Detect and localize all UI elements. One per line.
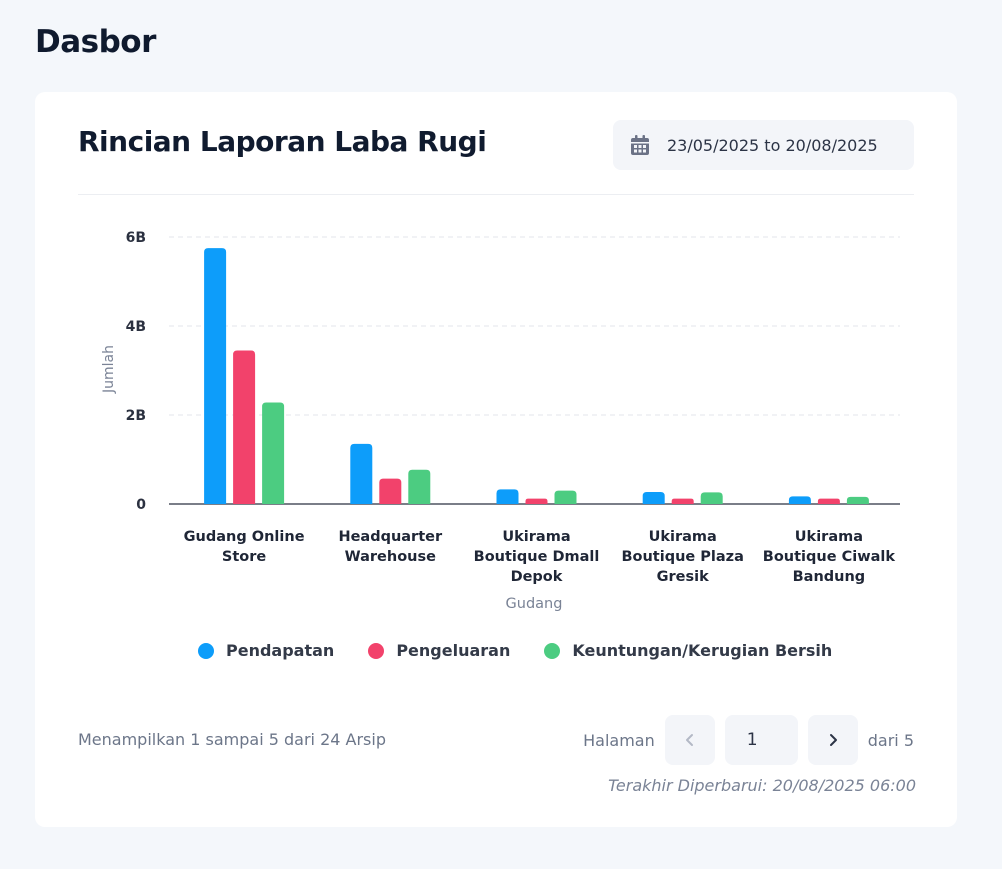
bar-chart: 0 2B 4B 6B Jumlah Gudang Online Store Headquart… — [101, 230, 900, 612]
legend-label: Pendapatan — [226, 641, 335, 660]
x-tick-label: Bandung — [793, 569, 866, 585]
page-title: Dasbor — [35, 24, 156, 60]
chart-legend: Pendapatan Pengeluaran Keuntungan/Kerugian… — [198, 641, 866, 660]
next-page-button[interactable] — [807, 715, 858, 765]
bar-pendapatan — [496, 489, 519, 504]
calendar-icon — [631, 135, 649, 155]
bar-keuntungan-kerugian-bersih — [408, 469, 431, 504]
bar-pengeluaran — [233, 350, 256, 504]
chevron-right-icon — [829, 734, 837, 746]
card-title: Rincian Laporan Laba Rugi — [78, 125, 487, 158]
x-tick-label: Gresik — [657, 569, 709, 585]
records-info: Menampilkan 1 sampai 5 dari 24 Arsip — [78, 730, 386, 749]
divider — [78, 194, 914, 195]
prev-page-button[interactable] — [664, 715, 715, 765]
legend-item[interactable]: Keuntungan/Kerugian Bersih — [544, 641, 832, 660]
bar-pengeluaran — [379, 478, 402, 504]
legend-item[interactable]: Pendapatan — [198, 641, 334, 660]
y-tick-label: 4B — [126, 319, 146, 335]
x-tick-label: Boutique Ciwalk — [763, 549, 896, 565]
x-tick-label: Boutique Dmall — [474, 549, 600, 565]
y-tick-label: 6B — [126, 230, 146, 246]
x-tick-label: Store — [222, 549, 266, 565]
bar-pengeluaran — [817, 498, 840, 504]
legend-dot — [198, 642, 214, 659]
legend-label: Keuntungan/Kerugian Bersih — [572, 641, 833, 660]
bar-pendapatan — [788, 496, 811, 504]
legend-label: Pengeluaran — [396, 641, 511, 660]
x-tick-label: Ukirama — [795, 529, 863, 545]
x-tick-label: Headquarter — [338, 529, 443, 545]
x-tick-label: Ukirama — [649, 529, 717, 545]
x-tick-label: Gudang Online — [184, 529, 305, 545]
date-range-picker[interactable]: 23/05/2025 to 20/08/2025 — [613, 120, 914, 170]
legend-dot — [544, 642, 561, 659]
x-tick-label: Depok — [511, 569, 563, 585]
x-tick-label: Warehouse — [345, 549, 436, 565]
x-axis-label: Gudang — [506, 596, 563, 612]
total-pages-label: dari 5 — [867, 730, 914, 750]
bar-pendapatan — [204, 248, 227, 504]
bar-keuntungan-kerugian-bersih — [700, 492, 723, 504]
legend-dot — [368, 642, 385, 659]
page-number-input[interactable] — [724, 715, 798, 765]
x-tick-label: Boutique Plaza — [621, 549, 743, 565]
pagination: Halaman dari 5 — [583, 715, 914, 765]
date-range-text: 23/05/2025 to 20/08/2025 — [667, 135, 878, 155]
x-tick-label: Ukirama — [502, 529, 570, 545]
bar-keuntungan-kerugian-bersih — [846, 496, 869, 504]
last-updated: Terakhir Diperbarui: 20/08/2025 06:00 — [608, 776, 916, 795]
profit-loss-card: Rincian Laporan Laba Rugi 23/05/2025 to … — [35, 92, 957, 827]
bar-pendapatan — [642, 491, 665, 504]
legend-item[interactable]: Pengeluaran — [368, 641, 510, 660]
bar-pengeluaran — [525, 498, 548, 504]
chevron-left-icon — [685, 734, 693, 746]
y-tick-label: 0 — [136, 497, 146, 513]
bar-pendapatan — [350, 443, 373, 504]
bar-keuntungan-kerugian-bersih — [262, 402, 285, 504]
y-axis-label: Jumlah — [101, 345, 117, 394]
page-label: Halaman — [583, 730, 655, 750]
bar-pengeluaran — [671, 498, 694, 504]
y-tick-label: 2B — [126, 408, 146, 424]
bar-keuntungan-kerugian-bersih — [554, 490, 577, 504]
